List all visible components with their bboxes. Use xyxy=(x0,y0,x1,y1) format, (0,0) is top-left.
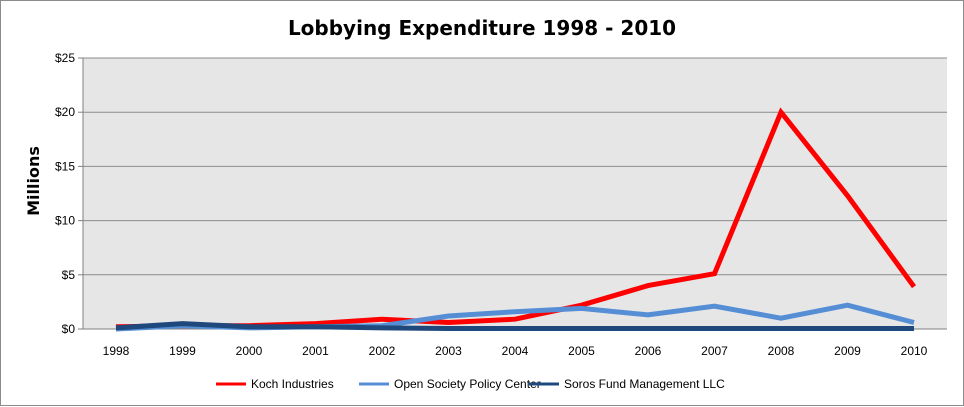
x-tick-label: 1998 xyxy=(103,344,130,358)
x-tick-label: 2010 xyxy=(901,344,928,358)
y-axis-ticks: $0 $5 $10 $15 $20 $25 xyxy=(55,51,84,336)
x-tick-label: 2006 xyxy=(635,344,662,358)
y-tick-label: $15 xyxy=(55,159,75,173)
legend-label: Soros Fund Management LLC xyxy=(564,377,725,391)
x-tick-label: 2004 xyxy=(502,344,529,358)
series-lines xyxy=(115,107,917,332)
x-tick-label: 2002 xyxy=(369,344,396,358)
x-tick-label: 2008 xyxy=(768,344,795,358)
chart-title: Lobbying Expenditure 1998 - 2010 xyxy=(288,16,676,40)
y-tick-label: $25 xyxy=(55,51,75,65)
y-tick-label: $10 xyxy=(55,214,75,228)
legend-label: Koch Industries xyxy=(251,377,334,391)
legend: Koch Industries Open Society Policy Cente… xyxy=(216,377,725,391)
x-tick-label: 2003 xyxy=(435,344,462,358)
y-tick-label: $0 xyxy=(62,322,76,336)
x-tick-label: 2005 xyxy=(568,344,595,358)
plot-area xyxy=(83,58,947,329)
series-line-2 xyxy=(115,321,914,331)
x-tick-label: 2007 xyxy=(701,344,728,358)
x-tick-label: 2001 xyxy=(302,344,329,358)
legend-label: Open Society Policy Center xyxy=(394,377,541,391)
x-tick-label: 2000 xyxy=(236,344,263,358)
y-tick-label: $20 xyxy=(55,105,75,119)
y-axis-title: Millions xyxy=(24,146,43,216)
x-axis-ticks: 1998 1999 2000 2001 2002 2003 2004 2005 2006 2007… xyxy=(103,344,928,358)
x-tick-label: 1999 xyxy=(169,344,196,358)
x-tick-label: 2009 xyxy=(834,344,861,358)
y-tick-label: $5 xyxy=(62,268,76,282)
